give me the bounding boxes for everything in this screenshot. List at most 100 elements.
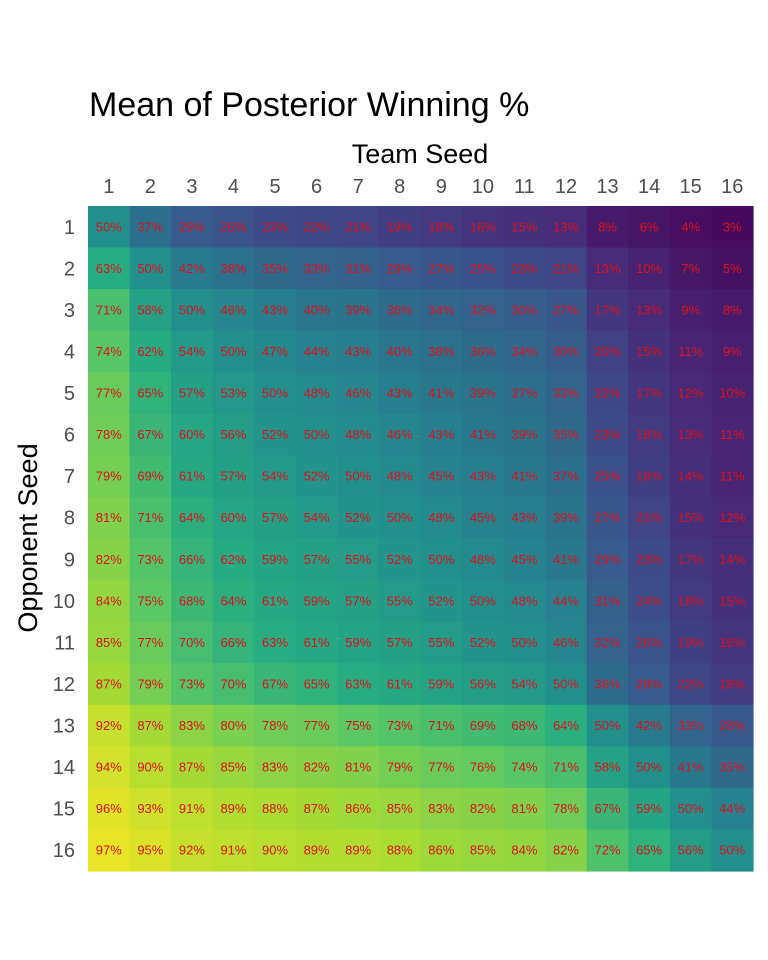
- cell-value-label: 29%: [595, 552, 621, 567]
- cell-value-label: 94%: [96, 760, 122, 775]
- cell-value-label: 13%: [595, 261, 621, 276]
- heatmap-cell: [586, 372, 629, 415]
- cell-value-label: 18%: [678, 593, 704, 608]
- heatmap-cell: [129, 787, 172, 831]
- heatmap-cell: [711, 455, 754, 498]
- heatmap-cell: [295, 413, 338, 456]
- heatmap-cell: [171, 621, 214, 664]
- heatmap-cell: [129, 580, 172, 623]
- cell-value-label: 77%: [137, 635, 163, 650]
- cell-value-label: 57%: [179, 386, 205, 401]
- cell-value-label: 93%: [137, 801, 163, 816]
- cell-value-label: 30%: [553, 344, 579, 359]
- cell-value-label: 13%: [553, 219, 579, 234]
- cell-value-label: 43%: [511, 510, 537, 525]
- heatmap-cell: [88, 413, 131, 456]
- heatmap-cell: [420, 746, 463, 789]
- cell-value-label: 83%: [428, 801, 454, 816]
- cell-value-label: 75%: [345, 718, 371, 733]
- heatmap-cell: [420, 538, 463, 581]
- cell-value-label: 90%: [262, 843, 288, 858]
- heatmap-cell: [586, 496, 629, 540]
- cell-value-label: 61%: [304, 635, 330, 650]
- heatmap-cell: [462, 330, 505, 373]
- heatmap-cell: [420, 829, 463, 872]
- cell-value-label: 69%: [470, 718, 496, 733]
- cell-value-label: 73%: [387, 718, 413, 733]
- x-tick-label: 16: [721, 176, 743, 198]
- cell-value-label: 87%: [137, 718, 163, 733]
- cell-value-label: 65%: [304, 676, 330, 691]
- heatmap-cell: [669, 621, 713, 664]
- heatmap-cell: [337, 538, 380, 581]
- heatmap-cell: [254, 247, 297, 290]
- heatmap-cell: [212, 829, 255, 872]
- heatmap-cell: [586, 538, 629, 581]
- cell-value-label: 22%: [595, 386, 621, 401]
- heatmap-cell: [503, 496, 546, 540]
- heatmap-cell: [171, 580, 214, 623]
- x-tick-label: 11: [514, 176, 535, 198]
- cell-value-label: 77%: [304, 718, 330, 733]
- cell-value-label: 62%: [137, 344, 163, 359]
- heatmap-cell: [669, 829, 713, 872]
- cell-value-label: 64%: [553, 718, 579, 733]
- cell-value-label: 81%: [511, 801, 537, 816]
- heatmap-cell: [129, 829, 172, 872]
- heatmap-cell: [545, 663, 588, 706]
- heatmap-cell: [378, 580, 422, 623]
- cell-value-label: 23%: [595, 427, 621, 442]
- heatmap-cells: [88, 206, 754, 872]
- cell-value-label: 59%: [636, 801, 662, 816]
- heatmap-cell: [711, 621, 754, 664]
- heatmap-cell: [212, 580, 255, 623]
- heatmap-cell: [378, 787, 422, 831]
- heatmap-cell: [88, 746, 131, 789]
- x-tick-label: 10: [472, 176, 494, 198]
- heatmap-cell: [129, 289, 172, 332]
- heatmap-cell: [586, 289, 629, 332]
- heatmap-cell: [295, 787, 338, 831]
- heatmap-cell: [295, 746, 338, 789]
- heatmap-cell: [88, 829, 131, 872]
- heatmap-cell: [669, 663, 713, 706]
- cell-value-label: 78%: [553, 801, 579, 816]
- heatmap-cell: [669, 247, 713, 290]
- cell-value-label: 8%: [598, 219, 617, 234]
- cell-value-label: 44%: [553, 593, 579, 608]
- heatmap-cell: [420, 704, 463, 747]
- heatmap-cell: [503, 538, 546, 581]
- heatmap-cell: [462, 289, 505, 332]
- heatmap-cell: [254, 663, 297, 706]
- cell-value-label: 66%: [220, 635, 246, 650]
- chart-title: Mean of Posterior Winning %: [89, 86, 529, 124]
- heatmap-cell: [669, 330, 713, 373]
- heatmap-cell: [378, 538, 422, 581]
- heatmap-cell: [295, 621, 338, 664]
- heatmap-cell: [337, 247, 380, 290]
- heatmap-cell: [295, 330, 338, 373]
- cell-value-label: 79%: [387, 760, 413, 775]
- cell-value-label: 56%: [678, 843, 704, 858]
- heatmap-cell: [711, 330, 754, 373]
- y-tick-label: 12: [53, 674, 75, 696]
- heatmap-cell: [669, 455, 713, 498]
- heatmap-cell: [586, 704, 629, 747]
- cell-value-label: 39%: [553, 510, 579, 525]
- cell-value-label: 6%: [640, 219, 659, 234]
- heatmap-cell: [462, 247, 505, 290]
- heatmap-cell: [212, 538, 255, 581]
- heatmap-cell: [378, 330, 422, 373]
- cell-value-label: 11%: [720, 469, 745, 484]
- cell-value-label: 23%: [636, 552, 662, 567]
- cell-value-label: 46%: [387, 427, 413, 442]
- heatmap-cell: [88, 663, 131, 706]
- cell-value-label: 18%: [428, 219, 454, 234]
- heatmap-cell: [171, 455, 214, 498]
- cell-value-label: 13%: [678, 427, 704, 442]
- cell-value-label: 87%: [179, 760, 205, 775]
- cell-value-label: 64%: [179, 510, 205, 525]
- heatmap-cell: [129, 538, 172, 581]
- heatmap-cell: [669, 206, 713, 249]
